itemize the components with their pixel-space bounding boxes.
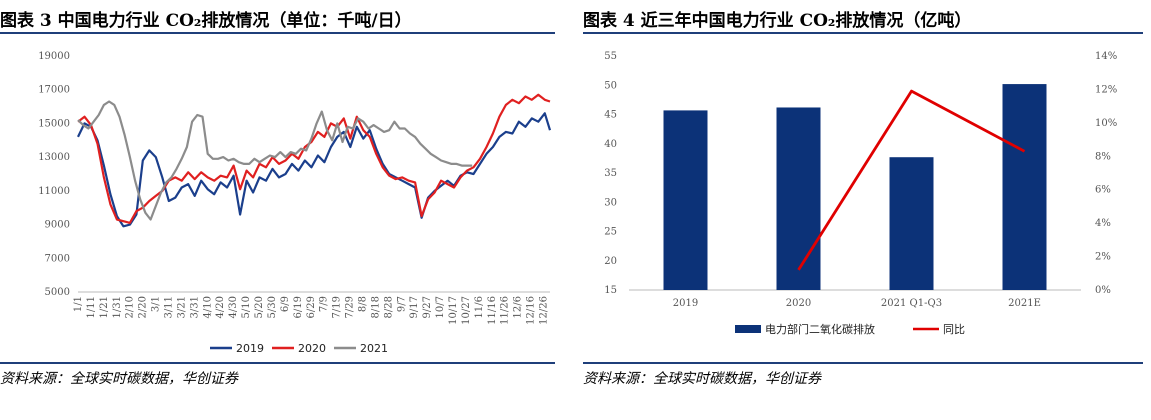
x-tick-label: 2/20 (138, 296, 149, 318)
x-tick-label: 2019 (673, 298, 698, 309)
y-tick-label: 9000 (45, 220, 70, 231)
x-tick-label: 6/9 (280, 296, 291, 312)
legend-label-2020: 2020 (298, 342, 326, 355)
y-tick-label: 25 (604, 227, 617, 238)
x-tick-label: 9/7 (396, 296, 407, 312)
y-tick-label: 30 (604, 197, 617, 208)
x-tick-label: 2/10 (125, 296, 136, 318)
x-tick-label: 8/18 (370, 296, 381, 318)
legend-label-bar: 电力部门二氧化碳排放 (765, 322, 875, 336)
figure-title: 图表 4 近三年中国电力行业 CO₂排放情况（亿吨） (583, 6, 971, 31)
x-tick-label: 3/1 (151, 296, 162, 312)
x-tick-label: 5/10 (241, 296, 252, 318)
x-tick-label: 1/11 (86, 296, 97, 318)
yoy-line (797, 89, 1026, 271)
x-tick-label: 3/31 (189, 296, 200, 318)
line-chart: 5000 7000 9000 11000 13000 15000 17000 19000 1/1… (38, 51, 552, 355)
bar (1002, 84, 1047, 290)
y2-tick-label: 12% (1095, 84, 1117, 95)
title-rule (583, 32, 1143, 34)
x-tick-label: 9/17 (409, 296, 420, 318)
x-tick-label: 3/21 (176, 296, 187, 318)
y2-tick-label: 6% (1095, 185, 1111, 196)
x-tick-label: 10/27 (461, 296, 472, 325)
source-note: 资料来源：全球实时碳数据，华创证券 (583, 371, 821, 387)
x-tick-label: 8/8 (357, 296, 368, 312)
source-rule (583, 362, 1143, 364)
x-tick-label: 5/20 (254, 296, 265, 318)
x-tick-label: 11/6 (474, 296, 485, 318)
figure-number: 图表 3 (0, 11, 52, 31)
x-tick-label: 4/10 (202, 296, 213, 318)
series-line-2020 (77, 93, 551, 224)
chart-panel-emissions-annual: 图表 4 近三年中国电力行业 CO₂排放情况（亿吨） 15 20 25 30 35 40 4… (583, 0, 1151, 420)
x-tick-label: 5/30 (267, 296, 278, 318)
x-tick-label: 6/19 (293, 296, 304, 318)
title-rule (0, 32, 555, 34)
y-tick-label: 15000 (38, 118, 70, 129)
x-tick-label: 12/6 (513, 296, 524, 318)
source-rule (0, 362, 555, 364)
x-tick-label: 8/28 (383, 296, 394, 318)
y-tick-label: 5000 (45, 287, 70, 298)
y2-tick-label: 0% (1095, 285, 1111, 296)
y2-tick-label: 8% (1095, 151, 1111, 162)
y-tick-label: 15 (604, 285, 617, 296)
legend-label-2019: 2019 (236, 342, 264, 355)
y2-tick-label: 4% (1095, 218, 1111, 229)
x-tick-label: 1/21 (99, 296, 110, 318)
legend-label-line: 同比 (943, 323, 965, 336)
y-tick-label: 55 (604, 51, 617, 62)
x-tick-label: 1/1 (73, 296, 84, 312)
figure-title: 图表 3 中国电力行业 CO₂排放情况（单位：千吨/日） (0, 6, 412, 31)
figure-caption: 中国电力行业 CO₂排放情况（单位：千吨/日） (57, 11, 412, 31)
y-tick-label: 45 (604, 110, 617, 121)
bar (776, 107, 821, 290)
y-tick-label: 50 (604, 80, 617, 91)
x-tick-label: 3/11 (164, 296, 175, 318)
bar (889, 157, 934, 290)
x-tick-label: 4/30 (228, 296, 239, 318)
legend-swatch-bar (735, 325, 761, 333)
series-line-2021 (77, 100, 473, 221)
x-tick-label: 2021 Q1-Q3 (881, 298, 942, 309)
x-tick-label: 6/29 (306, 296, 317, 318)
x-tick-label: 12/26 (539, 296, 550, 325)
x-tick-label: 2021E (1008, 298, 1041, 309)
y2-tick-label: 2% (1095, 252, 1111, 263)
x-tick-label: 11/16 (487, 296, 498, 325)
bar-line-chart: 15 20 25 30 35 40 45 50 55 0% 2% 4% 6% 8% 10% 12% 14% 201… (604, 51, 1117, 336)
y-tick-label: 35 (604, 168, 617, 179)
legend-label-2021: 2021 (360, 342, 388, 355)
x-tick-label: 10/7 (435, 296, 446, 318)
y-tick-label: 17000 (38, 85, 70, 96)
series-line-2019 (77, 112, 552, 228)
x-tick-label: 1/31 (112, 296, 123, 318)
figure-number: 图表 4 (583, 11, 635, 31)
x-tick-label: 12/16 (526, 296, 537, 325)
y-tick-label: 19000 (38, 51, 70, 62)
y-tick-label: 11000 (38, 186, 70, 197)
x-tick-label: 2020 (786, 298, 811, 309)
x-tick-label: 7/9 (319, 296, 330, 312)
chart-panel-emissions-daily: 图表 3 中国电力行业 CO₂排放情况（单位：千吨/日） 5000 7000 900… (0, 0, 555, 420)
x-tick-label: 7/29 (345, 296, 356, 318)
y2-tick-label: 14% (1095, 51, 1117, 62)
y-tick-label: 20 (604, 256, 617, 267)
x-tick-label: 4/20 (215, 296, 226, 318)
figure-caption: 近三年中国电力行业 CO₂排放情况（亿吨） (640, 11, 972, 31)
x-tick-label: 10/17 (448, 296, 459, 325)
source-note: 资料来源：全球实时碳数据，华创证券 (0, 371, 238, 387)
bar (663, 110, 708, 290)
y-tick-label: 40 (604, 139, 617, 150)
y2-tick-label: 10% (1095, 118, 1117, 129)
y-tick-label: 7000 (45, 253, 70, 264)
y-tick-label: 13000 (38, 152, 70, 163)
x-tick-label: 11/26 (500, 296, 511, 325)
x-tick-label: 7/19 (332, 296, 343, 318)
x-tick-label: 9/27 (422, 296, 433, 318)
